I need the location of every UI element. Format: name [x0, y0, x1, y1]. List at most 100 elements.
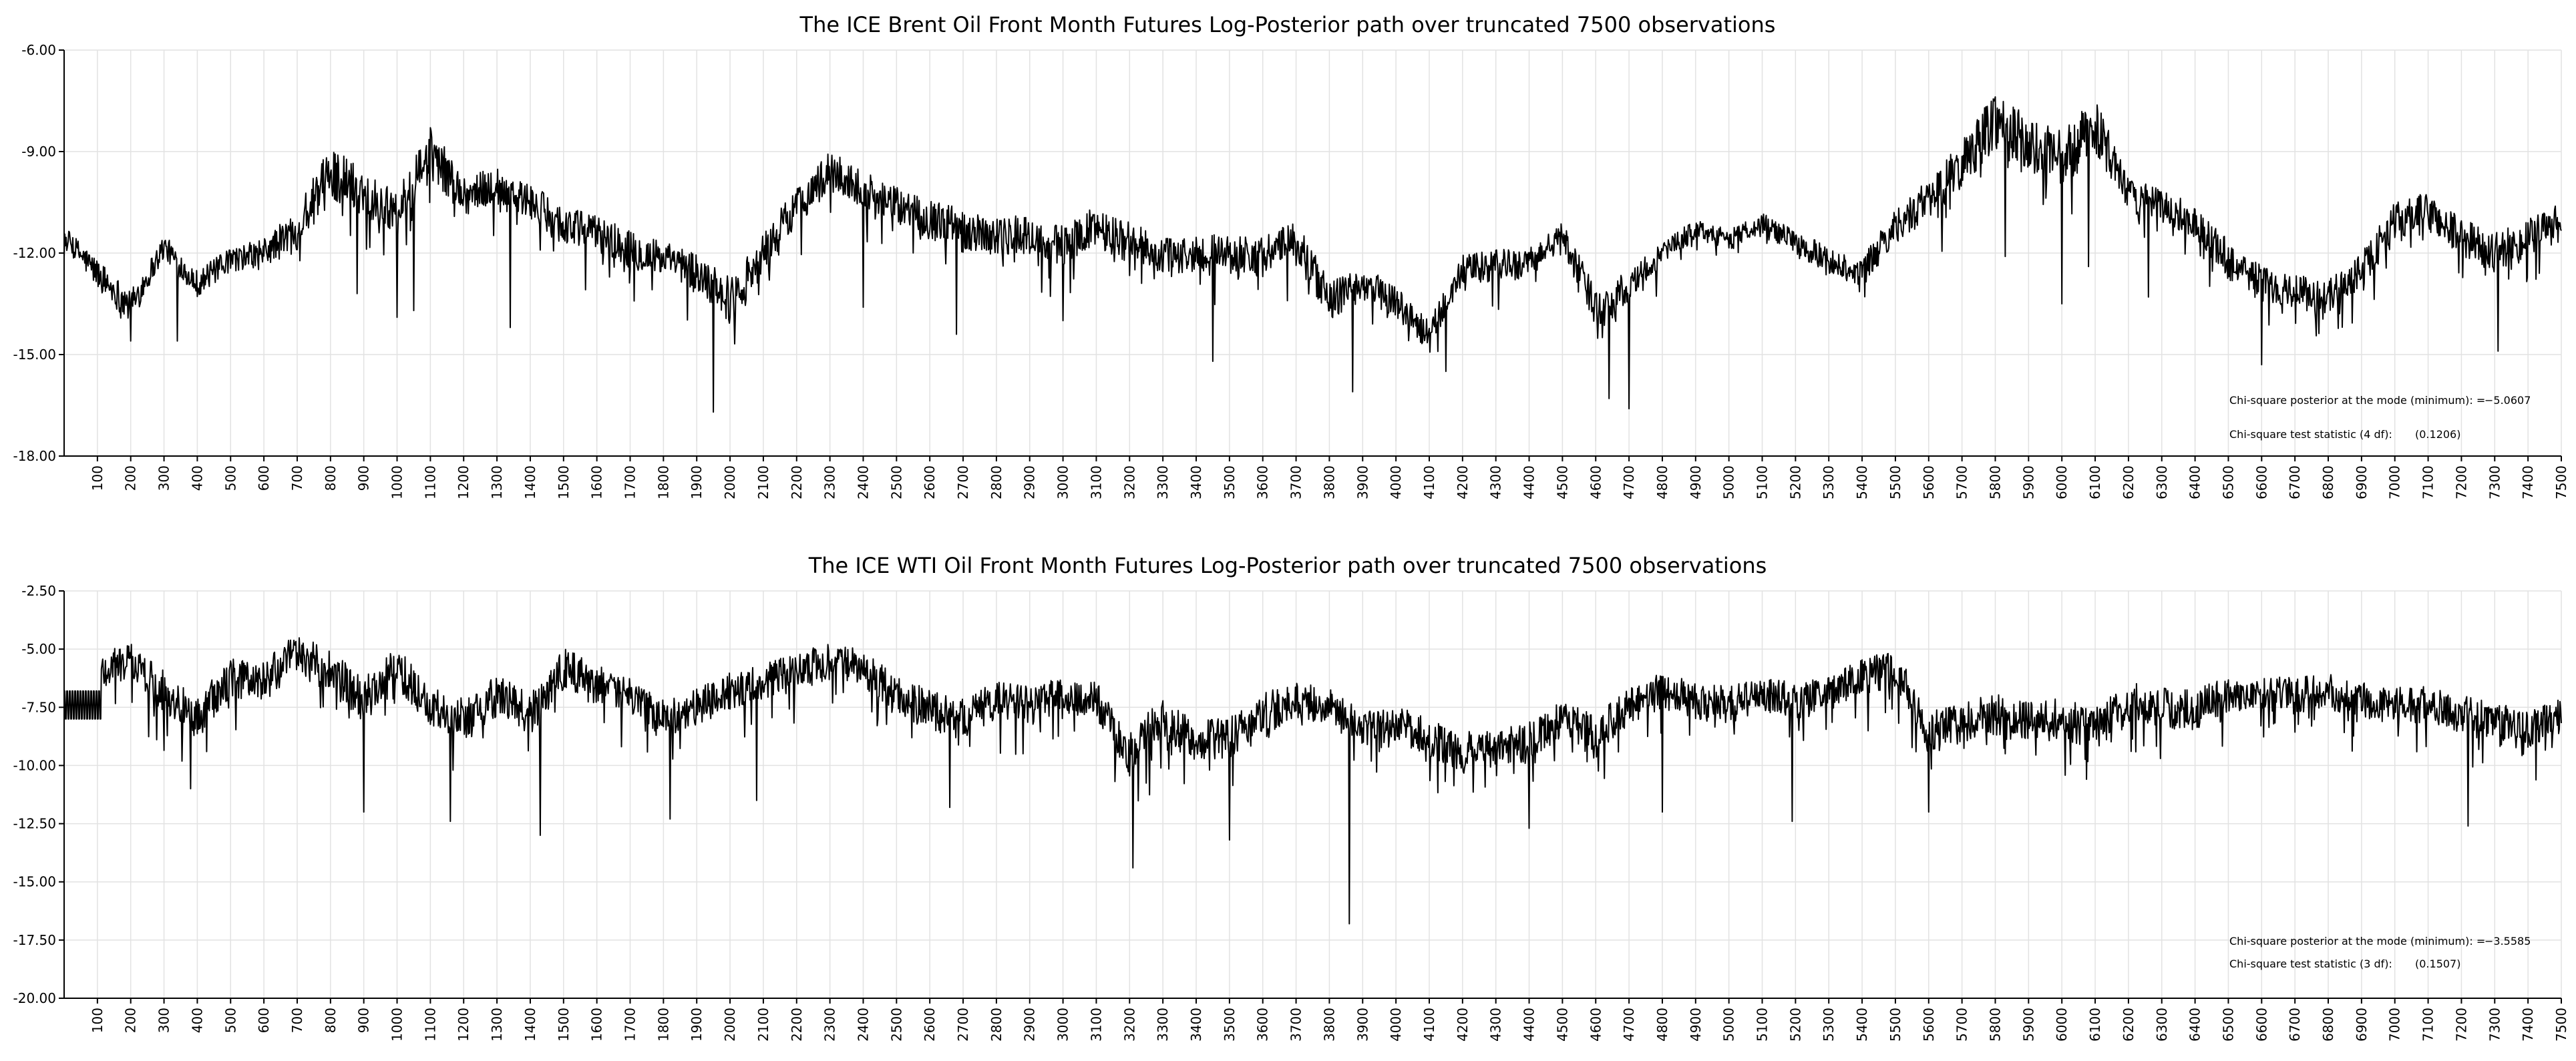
x-tick-label: 3100 [1088, 1008, 1104, 1042]
x-tick-label: 3600 [1255, 465, 1271, 499]
series-line [64, 637, 2562, 925]
x-tick-label: 1200 [455, 465, 472, 499]
stats-annotation: Chi-square posterior at the mode (minimu… [2229, 935, 2531, 970]
x-tick-label: 200 [123, 1008, 139, 1033]
x-tick-label: 2800 [988, 465, 1004, 499]
x-tick-label: 5500 [1887, 1008, 1903, 1042]
x-tick-label: 3300 [1155, 465, 1171, 499]
grid [64, 49, 2562, 457]
x-tick-label: 6800 [2320, 1008, 2336, 1042]
x-tick-label: 7200 [2453, 465, 2469, 499]
x-tick-label: 5000 [1721, 1008, 1737, 1042]
x-tick-label: 6100 [2087, 1008, 2103, 1042]
x-tick-label: 6600 [2253, 1008, 2269, 1042]
x-tick-label: 2500 [888, 1008, 904, 1042]
x-tick-label: 600 [256, 1008, 272, 1033]
x-tick-label: 3900 [1354, 465, 1370, 499]
x-tick-label: 4000 [1388, 1008, 1404, 1042]
x-tick-label: 3300 [1155, 1008, 1171, 1042]
x-tick-label: 4000 [1388, 465, 1404, 499]
x-tick-label: 6700 [2287, 465, 2303, 499]
x-tick-label: 1700 [622, 465, 638, 499]
annotation-label-1: Chi-square posterior at the mode (minimu… [2229, 394, 2485, 407]
y-tick-label: -18.00 [13, 448, 56, 464]
x-tick-label: 3400 [1188, 465, 1204, 499]
x-tick-label: 2100 [755, 1008, 771, 1042]
x-tick-label: 2200 [789, 1008, 805, 1042]
x-tick-label: 5300 [1821, 465, 1837, 499]
x-tick-label: 4300 [1488, 465, 1504, 499]
chart-title: The ICE WTI Oil Front Month Futures Log-… [808, 553, 1767, 578]
series-line [63, 96, 2562, 413]
y-axis-ticks: -2.50 -5.00 -7.50 -10.00 -12.50 -15.00 -17.50 -… [13, 583, 64, 1006]
x-tick-label: 6700 [2287, 1008, 2303, 1042]
x-tick-label: 3200 [1121, 1008, 1137, 1042]
x-tick-label: 5700 [1954, 1008, 1970, 1042]
x-tick-label: 1600 [589, 465, 605, 499]
annotation-value-1: −5.0607 [2485, 394, 2531, 407]
x-tick-label: 3000 [1055, 465, 1071, 499]
x-tick-label: 7500 [2553, 465, 2569, 499]
x-tick-label: 600 [256, 465, 272, 491]
y-axis-ticks: -6.00 -9.00 -12.00 -15.00 -18.00 [13, 42, 64, 464]
x-tick-label: 6000 [2054, 1008, 2070, 1042]
x-tick-label: 7500 [2553, 1008, 2569, 1042]
x-tick-label: 1500 [556, 465, 572, 499]
x-tick-label: 900 [356, 465, 372, 491]
x-tick-label: 1900 [689, 1008, 705, 1042]
x-tick-label: 4900 [1688, 465, 1704, 499]
x-tick-label: 6200 [2121, 1008, 2137, 1042]
x-tick-label: 3500 [1222, 1008, 1238, 1042]
series-path [64, 637, 2562, 925]
x-tick-label: 1900 [689, 465, 705, 499]
x-tick-label: 2400 [855, 465, 871, 499]
axes [63, 591, 2561, 999]
x-tick-label: 4800 [1654, 465, 1670, 499]
x-tick-label: 500 [222, 1008, 238, 1033]
x-tick-label: 2300 [822, 1008, 838, 1042]
y-tick-label: -15.00 [13, 874, 56, 890]
x-tick-label: 7000 [2387, 1008, 2403, 1042]
x-tick-label: 4600 [1588, 465, 1604, 499]
y-tick-label: -9.00 [21, 144, 56, 160]
x-tick-label: 2400 [855, 1008, 871, 1042]
x-tick-label: 5000 [1721, 465, 1737, 499]
x-tick-label: 7300 [2487, 465, 2503, 499]
x-tick-label: 6300 [2154, 1008, 2170, 1042]
y-tick-label: -12.50 [13, 816, 56, 832]
y-tick-label: -20.00 [13, 990, 56, 1006]
x-tick-label: 2600 [922, 1008, 938, 1042]
x-tick-label: 3900 [1354, 1008, 1370, 1042]
x-tick-label: 2900 [1022, 1008, 1038, 1042]
x-tick-label: 6800 [2320, 465, 2336, 499]
x-tick-label: 5300 [1821, 1008, 1837, 1042]
x-tick-label: 100 [89, 465, 106, 491]
x-tick-label: 6400 [2187, 1008, 2203, 1042]
x-tick-label: 4500 [1554, 1008, 1570, 1042]
x-tick-label: 2700 [955, 465, 971, 499]
x-tick-label: 1300 [489, 465, 505, 499]
x-tick-label: 100 [89, 1008, 106, 1033]
x-tick-label: 2900 [1022, 465, 1038, 499]
x-tick-label: 5600 [1921, 1008, 1937, 1042]
x-tick-label: 1500 [556, 1008, 572, 1042]
x-tick-label: 1800 [655, 1008, 671, 1042]
y-tick-label: -17.50 [13, 932, 56, 948]
x-tick-label: 7100 [2420, 465, 2436, 499]
y-tick-label: -6.00 [21, 42, 56, 58]
x-tick-label: 2800 [988, 1008, 1004, 1042]
x-tick-label: 1400 [522, 465, 538, 499]
x-tick-label: 2000 [722, 1008, 738, 1042]
x-tick-label: 1000 [389, 1008, 405, 1042]
x-tick-label: 5700 [1954, 465, 1970, 499]
x-tick-label: 5900 [2020, 465, 2036, 499]
x-tick-label: 6100 [2087, 465, 2103, 499]
annotation-value-2: (0.1206) [2415, 428, 2460, 441]
x-tick-label: 800 [323, 1008, 339, 1033]
x-tick-label: 1300 [489, 1008, 505, 1042]
x-tick-label: 700 [289, 465, 305, 491]
x-tick-label: 5600 [1921, 465, 1937, 499]
x-tick-label: 4500 [1554, 465, 1570, 499]
x-tick-label: 2700 [955, 1008, 971, 1042]
x-tick-label: 5100 [1755, 465, 1771, 499]
